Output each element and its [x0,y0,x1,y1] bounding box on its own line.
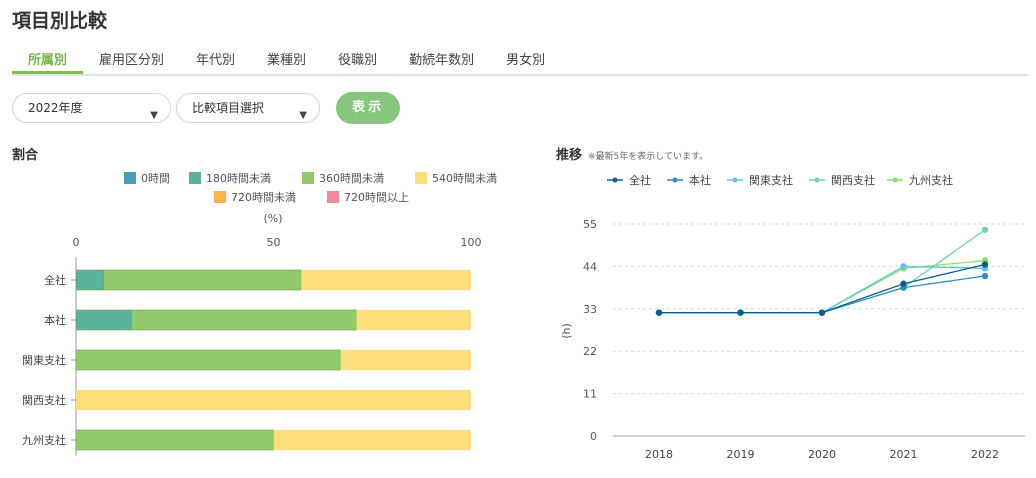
tab-industry[interactable]: 業種別 [267,53,307,68]
data-point [900,263,907,270]
legend-label: 180時間未満 [206,172,271,185]
bar-segment [301,270,471,290]
stacked-bar-chart: 0時間 180時間未満 360時間未満 540時間未満 720時間未満 720時間以上 (%… [22,172,497,456]
legend-label: 関東支社 [749,173,793,187]
data-point [981,261,989,268]
category-label: 九州支社 [22,433,66,447]
tab-position[interactable]: 役職別 [338,53,378,68]
bar-segment [103,269,302,291]
bar-segment [75,349,341,371]
category-label: 関東支社 [22,353,66,367]
x-tick-label: 2022 [971,448,999,461]
x-tick-label: 2019 [727,448,755,461]
item-select-value: 比較項目選択 [192,101,265,115]
legend-marker [814,177,820,183]
legend-swatch [302,172,314,184]
y-axis-label: (h) [560,323,573,339]
y-tick-label: 0 [590,430,597,443]
series-line [659,229,986,314]
x-tick-label: 2018 [645,448,673,461]
legend-swatch [124,172,136,184]
data-point [818,309,826,316]
legend-label: 関西支社 [831,173,875,187]
bar-segment [75,309,132,331]
series-line [659,265,986,314]
data-point [737,309,744,316]
filter-controls: 2022年度 ▼ 比較項目選択 ▼ 表示 [12,92,400,124]
legend-label: 720時間未満 [231,191,296,204]
tab-age-group[interactable]: 年代別 [196,53,236,68]
bar-segment [76,390,471,410]
y-tick-label: 33 [583,303,597,316]
legend-marker [732,177,738,183]
x-tick-label: 50 [267,236,281,249]
legend-swatch [327,191,339,203]
year-select-value: 2022年度 [28,101,83,115]
line-chart: 全社 本社 関東支社 関西支社 九州支社 0 11 22 33 44 55 (h) 2018 2019 20… [560,173,1025,461]
x-tick-label: 0 [73,236,80,249]
category-label: 全社 [44,273,66,287]
item-select[interactable]: 比較項目選択 ▼ [176,93,320,123]
series-line [659,275,986,314]
data-point [655,309,663,316]
legend-marker [672,177,678,183]
y-tick-label: 55 [583,218,597,231]
tab-department[interactable]: 所属別 [12,44,84,74]
data-point [900,280,907,287]
y-tick-label: 22 [583,345,597,358]
x-tick-label: 2021 [890,448,918,461]
tab-gender[interactable]: 男女別 [506,53,546,68]
show-button[interactable]: 表示 [336,92,400,124]
bar-segment [340,350,471,370]
data-point [981,272,989,280]
series-line [659,263,986,314]
legend-swatch [415,172,427,184]
legend-label: 720時間以上 [344,191,409,204]
caret-down-icon: ▼ [150,110,158,121]
legend-label: 360時間未満 [319,172,384,185]
y-tick-label: 44 [583,260,597,273]
trend-section-heading: 推移 ※最新5年を表示しています。 [556,144,708,163]
category-label: 関西支社 [22,393,66,407]
bar-segment [131,309,357,331]
legend-label: 九州支社 [909,173,953,187]
page-title: 項目別比較 [12,10,108,32]
tab-tenure[interactable]: 勤続年数別 [409,53,475,68]
ratio-section-title: 割合 [12,148,39,163]
tab-bar: 所属別 雇用区分別 年代別 業種別 役職別 勤続年数別 男女別 [12,44,1028,76]
bar-segment [75,269,104,291]
year-select[interactable]: 2022年度 ▼ [12,93,171,123]
x-tick-label: 2020 [808,448,836,461]
bar-segment [75,429,274,451]
caret-down-icon: ▼ [299,110,307,121]
x-tick-label: 100 [461,236,482,249]
category-label: 本社 [44,313,66,327]
y-tick-label: 11 [583,388,597,401]
legend-swatch [214,191,226,203]
bar-segment [273,430,471,450]
data-point [981,226,989,233]
bar-segment [356,310,471,330]
tab-employment-type[interactable]: 雇用区分別 [99,53,165,68]
legend-label: 540時間未満 [432,172,497,185]
legend-label: 全社 [629,173,651,187]
trend-note: ※最新5年を表示しています。 [588,152,709,162]
axis-unit-label: (%) [263,212,282,225]
legend-label: 0時間 [141,172,170,185]
legend-label: 本社 [689,173,711,187]
legend-marker [612,177,618,183]
legend-marker [892,177,898,183]
series-line [659,259,986,314]
trend-section-title: 推移 [556,148,583,163]
legend-swatch [189,172,201,184]
